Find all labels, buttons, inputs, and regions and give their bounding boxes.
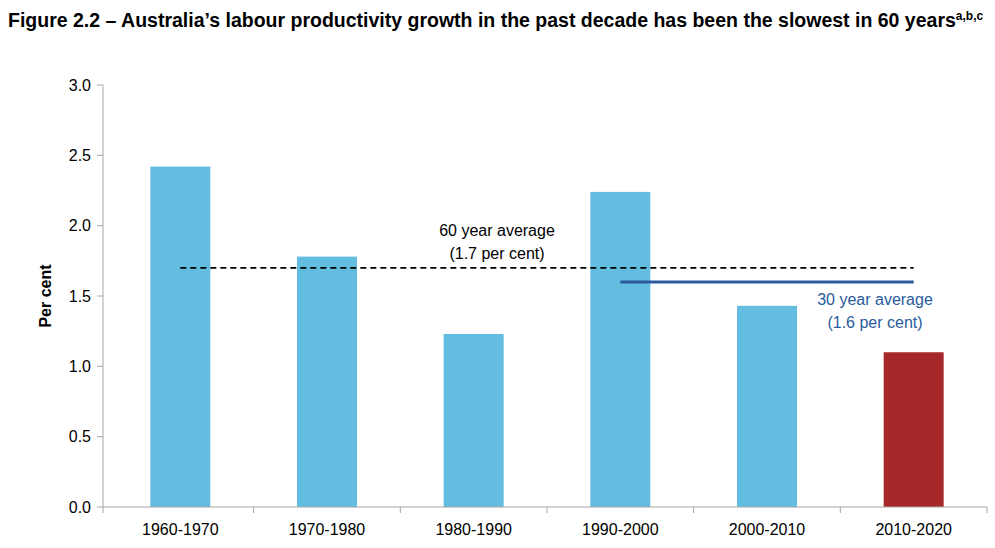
y-tick	[97, 155, 103, 156]
title-text: Figure 2.2 – Australia’s labour producti…	[8, 9, 956, 31]
reference-line	[620, 280, 913, 283]
x-tick	[253, 507, 254, 513]
bar	[150, 167, 210, 507]
bar	[297, 257, 357, 507]
x-tick-label: 2010-2020	[875, 521, 952, 538]
y-tick	[97, 296, 103, 297]
x-tick	[547, 507, 548, 513]
y-tick-label: 2.0	[69, 217, 91, 234]
reference-line	[180, 267, 913, 269]
x-axis	[103, 507, 987, 508]
y-tick-label: 0.0	[69, 499, 91, 516]
bar	[444, 334, 504, 507]
y-tick	[97, 85, 103, 86]
y-tick-label: 3.0	[69, 77, 91, 94]
bar	[590, 192, 650, 507]
y-tick	[97, 366, 103, 367]
reference-sublabel: (1.6 per cent)	[827, 314, 922, 331]
x-tick	[400, 507, 401, 513]
y-tick-label: 1.5	[69, 288, 91, 305]
x-tick	[103, 507, 104, 513]
x-tick-label: 1970-1980	[289, 521, 366, 538]
y-tick-label: 1.0	[69, 358, 91, 375]
y-tick-label: 0.5	[69, 428, 91, 445]
title-footnote-marks: a,b,c	[956, 9, 983, 23]
y-tick	[97, 436, 103, 437]
y-tick	[97, 225, 103, 226]
x-tick-label: 1990-2000	[582, 521, 659, 538]
reference-sublabel: (1.7 per cent)	[449, 245, 544, 262]
x-tick-label: 2000-2010	[729, 521, 806, 538]
y-tick-label: 2.5	[69, 147, 91, 164]
x-tick	[987, 507, 988, 513]
x-tick-label: 1960-1970	[142, 521, 219, 538]
y-axis-label: Per cent	[37, 264, 54, 328]
title: Figure 2.2 – Australia’s labour producti…	[8, 8, 988, 33]
y-tick	[97, 507, 103, 508]
reference-label: 60 year average	[439, 222, 555, 239]
bars	[150, 167, 943, 507]
reference-label: 30 year average	[817, 291, 933, 308]
x-tick	[693, 507, 694, 513]
bar	[737, 306, 797, 507]
bar	[884, 352, 944, 507]
x-tick-label: 1980-1990	[435, 521, 512, 538]
x-tick	[840, 507, 841, 513]
